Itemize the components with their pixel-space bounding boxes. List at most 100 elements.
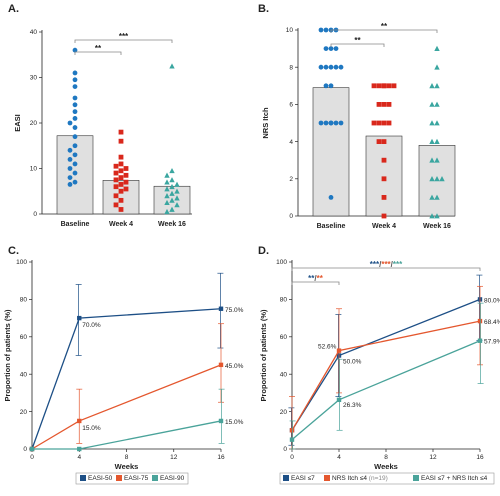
data-point <box>328 64 334 70</box>
legend-box <box>75 472 189 485</box>
y-tick-label: 0 <box>283 446 287 453</box>
legend-swatch <box>116 475 122 481</box>
significance-label: ** <box>381 22 388 31</box>
legend-label: EASI-50 <box>88 475 113 482</box>
x-tick-label: 4 <box>77 454 81 461</box>
mean-bar <box>312 87 350 217</box>
data-point <box>77 315 82 321</box>
data-point <box>336 348 342 353</box>
y-tick-label: 80 <box>20 297 28 304</box>
y-tick-label: 0 <box>23 446 27 453</box>
data-point <box>164 186 170 192</box>
data-point <box>434 120 440 126</box>
data-point <box>113 163 119 169</box>
significance-label: ** <box>95 44 102 53</box>
series-line <box>31 364 222 450</box>
legend-label: EASI ≤7 + NRS Itch ≤4 <box>421 475 488 482</box>
data-label: 15.0% <box>225 419 244 426</box>
data-point <box>123 172 129 178</box>
data-point <box>77 446 82 452</box>
significance-part: / <box>314 274 317 283</box>
data-point <box>338 120 344 126</box>
data-point <box>72 143 78 149</box>
data-point <box>477 338 483 343</box>
data-point <box>328 83 334 89</box>
data-point <box>333 120 339 126</box>
data-point <box>118 168 124 174</box>
x-axis-title: Weeks <box>115 462 139 471</box>
significance-label: **/** <box>308 274 324 283</box>
series-line <box>291 298 481 431</box>
data-point <box>439 176 445 182</box>
data-label: 57.9% <box>484 339 500 346</box>
data-point <box>67 166 73 171</box>
data-point <box>169 167 175 174</box>
data-point <box>434 45 440 51</box>
data-point <box>429 101 435 107</box>
significance-bracket <box>74 39 173 43</box>
x-tick-label: 4 <box>337 454 341 461</box>
legend-note: (n=19) <box>367 475 388 482</box>
significance-bracket <box>330 43 385 47</box>
y-tick-label: 10 <box>30 166 38 173</box>
category-label: Week 16 <box>158 221 186 228</box>
data-point <box>434 157 440 163</box>
data-point <box>72 70 78 76</box>
category-label: Week 4 <box>109 221 133 228</box>
data-point <box>169 63 175 69</box>
data-point <box>118 154 124 160</box>
y-tick-label: 4 <box>289 139 293 146</box>
legend-label: EASI ≤7 <box>291 475 315 482</box>
data-point <box>72 47 78 53</box>
series-1: 52.6% 68.4% <box>289 285 500 450</box>
panel-letter: C. <box>8 245 19 257</box>
data-point <box>333 46 339 51</box>
x-tick-label: 12 <box>170 454 178 461</box>
data-point <box>376 139 382 144</box>
y-axis-title: EASI <box>13 114 22 132</box>
data-point <box>323 46 329 51</box>
data-point <box>169 197 175 203</box>
data-point <box>376 102 382 107</box>
legend-swatch <box>413 475 419 481</box>
y-tick-label: 60 <box>280 334 288 341</box>
data-point <box>391 83 397 89</box>
data-point <box>381 120 387 126</box>
data-point <box>323 83 329 89</box>
data-point <box>429 157 435 163</box>
data-point <box>381 157 387 163</box>
series-2: 15.0% <box>29 388 244 452</box>
legend: EASI ≤7 NRS Itch ≤4 (n=19) EASI ≤7 + NRS I… <box>279 472 495 485</box>
category-label: Week 16 <box>423 223 451 230</box>
legend-box <box>279 472 495 485</box>
x-axis-title: Weeks <box>374 462 398 471</box>
data-point <box>318 27 324 33</box>
y-tick-label: 8 <box>289 64 293 71</box>
data-label: 80.0% <box>484 297 500 304</box>
data-point <box>336 397 342 403</box>
data-label: 15.0% <box>82 425 101 432</box>
data-point <box>169 190 175 196</box>
significance-bracket <box>291 267 481 271</box>
data-point <box>164 193 170 199</box>
category-label: Baseline <box>317 223 346 230</box>
data-point <box>323 27 329 33</box>
significance-part: ** <box>308 274 315 283</box>
x-tick-label: 0 <box>290 454 294 461</box>
y-tick-label: 40 <box>20 371 28 378</box>
data-point <box>174 181 180 187</box>
data-point <box>386 120 392 126</box>
legend-swatch <box>152 475 158 481</box>
data-point <box>113 193 119 199</box>
data-point <box>118 207 124 212</box>
data-point <box>72 170 78 176</box>
data-point <box>289 437 295 442</box>
data-point <box>67 147 73 153</box>
data-point <box>67 182 73 187</box>
legend-label: NRS Itch ≤4 (n=19) <box>332 475 388 482</box>
significance-part: *** <box>370 260 380 269</box>
data-point <box>72 161 78 167</box>
mean-bar <box>365 135 403 217</box>
